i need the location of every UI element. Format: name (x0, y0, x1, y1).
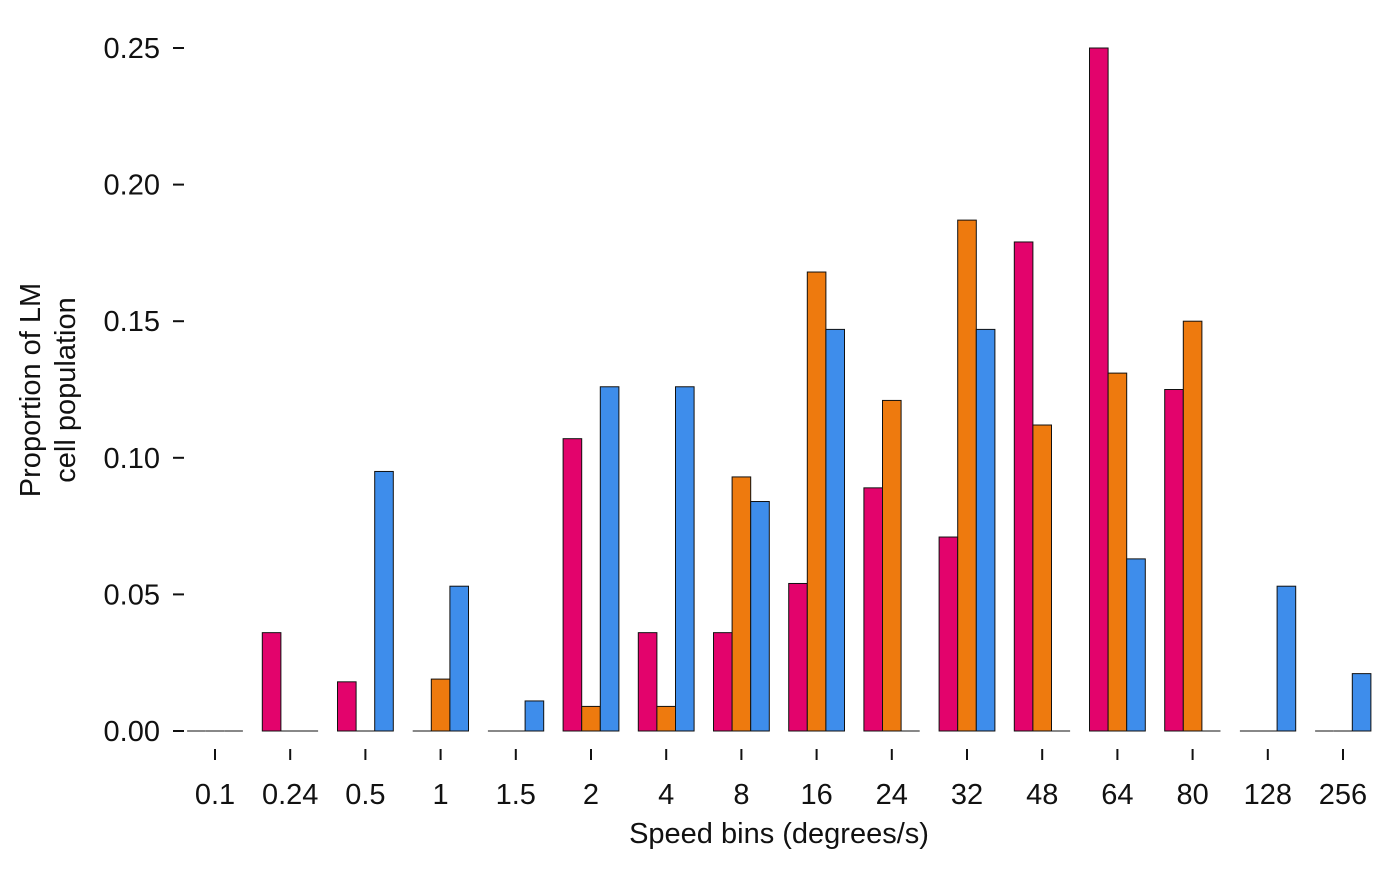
bar (975, 328, 996, 732)
y-tick-label: 0.15 (104, 306, 160, 338)
bar (1107, 372, 1128, 732)
bar (806, 271, 827, 732)
bar (1032, 424, 1053, 732)
bar (1182, 320, 1203, 732)
y-axis: 0.00 0.05 0.10 0.15 0.20 0.25 (104, 33, 184, 748)
bar (337, 681, 357, 732)
bar (938, 536, 959, 732)
bar (882, 399, 902, 732)
y-tick-label: 0.10 (104, 443, 160, 475)
bar (656, 705, 677, 732)
bar (430, 678, 451, 732)
bar (1164, 389, 1184, 732)
bar (713, 632, 733, 732)
bar (261, 632, 282, 732)
y-tick-label: 0.25 (104, 33, 160, 65)
x-tick-label: 0.5 (345, 779, 385, 811)
y-axis-label-line-2: cell population (50, 297, 82, 482)
bar (1351, 673, 1372, 732)
x-tick-label: 2 (583, 779, 599, 811)
x-tick-label: 80 (1176, 779, 1208, 811)
bar (957, 219, 977, 732)
x-tick-label: 32 (951, 779, 983, 811)
bar (1013, 241, 1034, 732)
bar (863, 487, 884, 732)
x-tick-label: 8 (733, 779, 749, 811)
bar (562, 438, 583, 732)
bar (449, 585, 469, 732)
bar (599, 386, 620, 732)
bar (731, 476, 752, 732)
bar (1089, 47, 1109, 732)
bar (524, 700, 545, 732)
x-tick-label: 256 (1319, 779, 1367, 811)
bar (825, 328, 846, 732)
x-tick-label: 64 (1101, 779, 1133, 811)
bar (637, 632, 658, 732)
x-tick-label: 0.24 (262, 779, 318, 811)
y-tick-label: 0.05 (104, 579, 160, 611)
bar (675, 386, 695, 732)
bars (187, 47, 1372, 732)
bar (788, 582, 808, 732)
y-axis-label-line-1: Proportion of LM (15, 283, 47, 497)
y-tick-label: 0.20 (104, 170, 160, 202)
bar (374, 470, 394, 732)
y-tick-label: 0.00 (104, 716, 160, 748)
x-tick-label: 4 (658, 779, 674, 811)
x-axis-label: Speed bins (degrees/s) (629, 818, 929, 850)
x-tick-label: 128 (1244, 779, 1292, 811)
x-tick-label: 1 (433, 779, 449, 811)
bar (581, 705, 601, 732)
x-tick-label: 24 (876, 779, 908, 811)
x-tick-label: 0.1 (195, 779, 235, 811)
x-tick-label: 1.5 (496, 779, 536, 811)
x-tick-label: 16 (800, 779, 832, 811)
x-axis: 0.1 0.24 0.5 1 1.5 2 4 8 16 24 32 48 64 80 128 256 (195, 749, 1367, 811)
x-tick-label: 48 (1026, 779, 1058, 811)
bar (1126, 558, 1146, 732)
bar (1276, 585, 1297, 732)
bar (750, 501, 770, 732)
